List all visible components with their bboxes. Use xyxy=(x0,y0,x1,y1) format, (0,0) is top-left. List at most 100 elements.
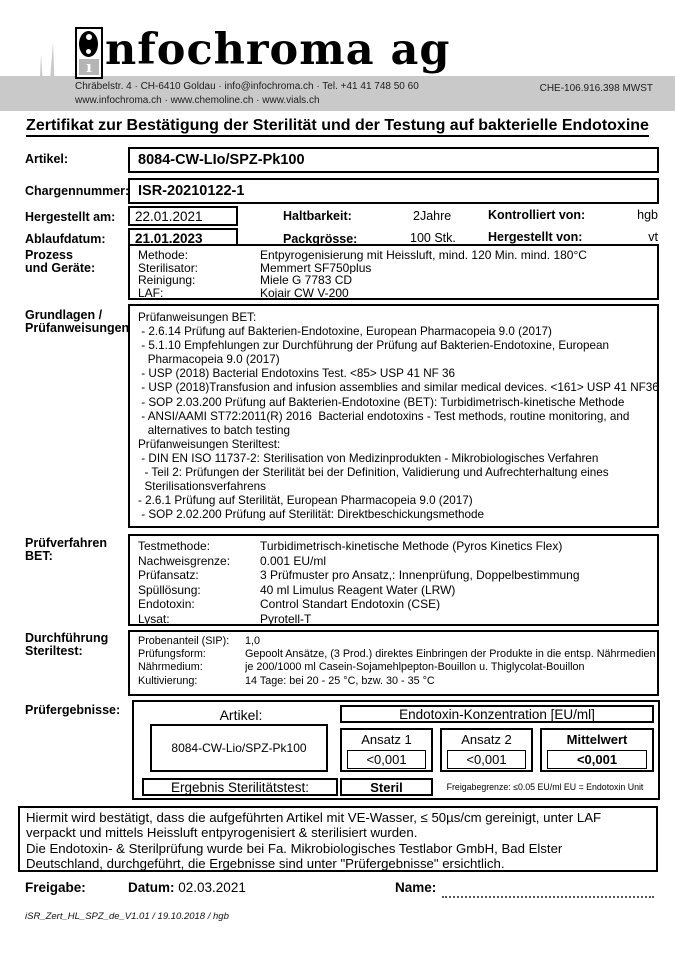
grundlagen-line: - SOP 2.03.200 Prüfung auf Bakterien-End… xyxy=(138,395,625,409)
grundlagen-line: - 2.6.1 Prüfung auf Sterilität, European… xyxy=(138,494,473,508)
grundlagen-line: - SOP 2.02.200 Prüfung auf Sterilität: D… xyxy=(138,508,485,522)
artikel-label: Artikel: xyxy=(25,152,69,166)
page-title: Zertifikat zur Bestätigung der Sterilitä… xyxy=(0,117,675,137)
grundlagen-line: Pharmacopeia 9.0 (2017) xyxy=(138,353,280,367)
results-sterility-header-box: Ergebnis Sterilitätstest: xyxy=(142,778,338,796)
prozess-label-line1: Prozess xyxy=(25,248,73,262)
bet-key: Prüfansatz: xyxy=(138,568,199,583)
haltbarkeit-value: 2Jahre xyxy=(413,209,452,223)
grundlagen-line: - ANSI/AAMI ST72:2011(R) 2016 Bacterial … xyxy=(138,409,630,423)
chromatogram-icon xyxy=(28,36,78,111)
ablaufdatum-label: Ablaufdatum: xyxy=(25,232,106,246)
results-artikel-header: Artikel: xyxy=(219,707,263,723)
bet-value: 40 ml Limulus Reagent Water (LRW) xyxy=(260,582,456,597)
prozess-value: Entpyrogenisierung mit Heissluft, mind. … xyxy=(260,249,587,262)
chargennummer-label: Chargennummer: xyxy=(25,184,130,198)
grundlagen-label-line1: Grundlagen / xyxy=(25,308,103,322)
steriltest-box: Probenanteil (SIP): 1,0 Prüfungsform: Ge… xyxy=(128,630,659,696)
prozess-label-line2: und Geräte: xyxy=(25,261,96,275)
mittelwert-value-box: <0,001 xyxy=(547,750,647,769)
steriltest-value: 14 Tage: bei 20 - 25 °C, bzw. 30 - 35 °C xyxy=(245,674,435,687)
logo-i-square: ı xyxy=(79,59,99,75)
kontrolliert-von-label: Kontrolliert von: xyxy=(488,208,586,222)
ansatz2-label: Ansatz 2 xyxy=(461,732,512,747)
name-label: Name: xyxy=(395,880,437,895)
bet-value: Pyrotell-T xyxy=(260,611,312,626)
steriltest-value: 1,0 xyxy=(245,635,261,647)
haltbarkeit-label: Haltbarkeit: xyxy=(283,209,352,223)
release-limit-note: Freigabegrenze: ≤0.05 EU/ml EU = Endotox… xyxy=(446,782,644,792)
datum-value: 02.03.2021 xyxy=(178,880,246,895)
bet-key: Spüllösung: xyxy=(138,582,201,597)
vat-number: CHE-106.916.398 MWST xyxy=(539,83,653,94)
bet-key: Nachweisgrenze: xyxy=(138,553,231,568)
grundlagen-line: - Teil 2: Prüfungen der Sterilität bei d… xyxy=(138,466,609,480)
prozess-key: Methode: xyxy=(138,249,189,262)
ansatz1-label: Ansatz 1 xyxy=(361,732,412,747)
datum-field: Datum: 02.03.2021 xyxy=(128,880,246,895)
confirmation-line: Hiermit wird bestätigt, dass die aufgefü… xyxy=(26,810,602,825)
address-line-1: Chräbelstr. 4 · CH-6410 Goldau · info@in… xyxy=(75,81,419,92)
sterility-result-box: Steril xyxy=(340,778,433,796)
grundlagen-line: - 5.1.10 Empfehlungen zur Durchführung d… xyxy=(138,339,610,353)
results-artikel-value-box: 8084-CW-Lio/SPZ-Pk100 xyxy=(150,724,328,772)
logo-text: nfochroma ag xyxy=(105,25,451,75)
hergestellt-von-value: vt xyxy=(648,230,658,244)
mittelwert-label: Mittelwert xyxy=(566,732,628,747)
grundlagen-line: - USP (2018) Bacterial Endotoxins Test. … xyxy=(138,367,456,381)
steriltest-label-line1: Durchführung xyxy=(25,631,109,645)
confirmation-line: Deutschland, durchgeführt, die Ergebniss… xyxy=(26,855,505,871)
prozess-key: Sterilisator: xyxy=(138,261,199,275)
packgroesse-value: 100 Stk. xyxy=(410,231,456,245)
ansatz2-cell: Ansatz 2 <0,001 xyxy=(440,728,533,772)
ansatz1-cell: Ansatz 1 <0,001 xyxy=(340,728,433,772)
freigabe-label: Freigabe: xyxy=(25,880,86,895)
prozess-value: Miele G 7783 CD xyxy=(260,274,353,287)
grundlagen-line: alternatives to batch testing xyxy=(138,423,291,437)
bet-value: Turbidimetrisch-kinetische Methode (Pyro… xyxy=(260,539,563,553)
bet-box: Testmethode: Turbidimetrisch-kinetische … xyxy=(128,534,659,626)
prozess-value: Memmert SF750plus xyxy=(260,261,372,275)
confirmation-line: Die Endotoxin- & Sterilprüfung wurde bei… xyxy=(26,840,563,856)
bet-label-line1: Prüfverfahren xyxy=(25,536,107,550)
datum-label: Datum: xyxy=(128,880,175,895)
prozess-key: Reinigung: xyxy=(138,274,196,287)
bet-label-line2: BET: xyxy=(25,549,53,563)
eye-ellipse-icon xyxy=(79,31,98,57)
packgroesse-label: Packgrösse: xyxy=(283,232,358,246)
steriltest-key: Probenanteil (SIP): xyxy=(138,635,230,647)
grundlagen-line: Sterilisationsverfahrens xyxy=(138,480,266,494)
results-endotoxin-header-box: Endotoxin-Konzentration [EU/ml] xyxy=(340,705,654,723)
bet-value: Control Standart Endotoxin (CSE) xyxy=(260,597,441,612)
hergestellt-am-label: Hergestellt am: xyxy=(25,210,116,224)
steriltest-label-line2: Steriltest: xyxy=(25,644,83,658)
steriltest-key: Kultivierung: xyxy=(138,674,198,687)
bet-value: 0.001 EU/ml xyxy=(260,553,327,568)
grundlagen-box: Prüfanweisungen BET: - 2.6.14 Prüfung au… xyxy=(128,304,659,528)
prozess-box: Methode: Entpyrogenisierung mit Heissluf… xyxy=(128,244,659,300)
logo-eye-icon: ı xyxy=(75,27,103,79)
prozess-key: LAF: xyxy=(138,286,164,300)
ansatz1-value-box: <0,001 xyxy=(347,750,426,769)
hergestellt-von-label: Hergestellt von: xyxy=(488,230,583,244)
pruefergebnisse-label: Prüfergebnisse: xyxy=(25,703,121,717)
ansatz2-value-box: <0,001 xyxy=(447,750,526,769)
mittelwert-cell: Mittelwert <0,001 xyxy=(540,728,654,772)
document-id-footer: iSR_Zert_HL_SPZ_de_V1.01 / 19.10.2018 / … xyxy=(25,911,229,922)
bet-key: Endotoxin: xyxy=(138,597,195,612)
address-band xyxy=(0,76,675,111)
grundlagen-line: - DIN EN ISO 11737-2: Sterilisation von … xyxy=(138,451,599,465)
steriltest-value: Gepoolt Ansätze, (3 Prod.) direktes Einb… xyxy=(245,648,656,661)
steriltest-value: je 200/1000 ml Casein-Sojamehlpepton-Bou… xyxy=(245,661,585,674)
confirmation-line: verpackt und mittels Heissluft entpyroge… xyxy=(26,825,418,841)
signature-dotted-line xyxy=(442,880,654,898)
grundlagen-line: Prüfanweisungen BET: xyxy=(138,311,257,324)
grundlagen-line: Prüfanweisungen Steriltest: xyxy=(138,437,281,451)
bet-key: Lysat: xyxy=(138,611,170,626)
address-line-2: www.infochroma.ch · www.chemoline.ch · w… xyxy=(75,95,320,106)
results-table: Artikel: 8084-CW-Lio/SPZ-Pk100 Ergebnis … xyxy=(132,700,660,800)
prozess-value: Kojair CW V-200 xyxy=(260,286,349,300)
steriltest-key: Prüfungsform: xyxy=(138,648,206,661)
steriltest-key: Nährmedium: xyxy=(138,661,203,674)
